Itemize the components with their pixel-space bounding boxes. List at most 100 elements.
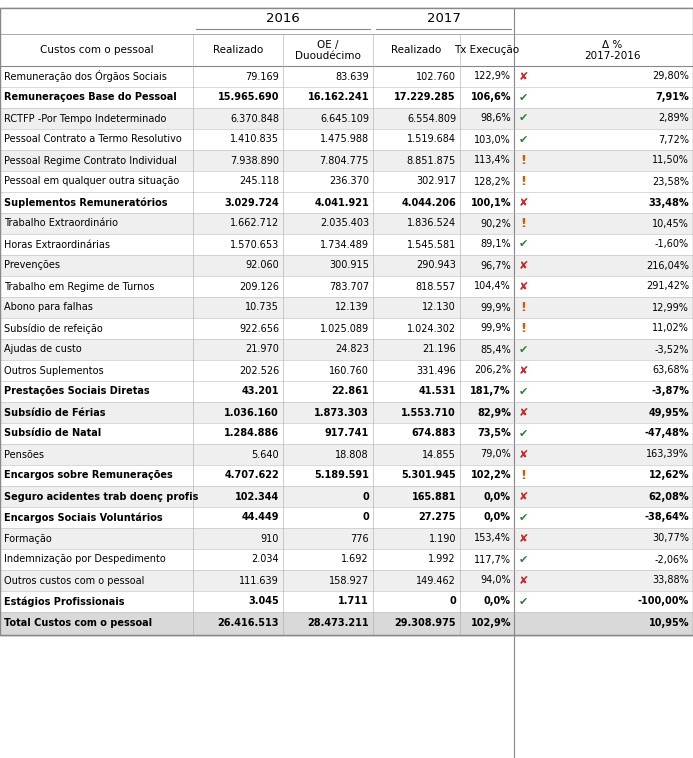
Text: 2,89%: 2,89% bbox=[658, 114, 689, 124]
Text: ✔: ✔ bbox=[518, 240, 527, 249]
Text: 2.034: 2.034 bbox=[252, 555, 279, 565]
Bar bbox=[0, 87, 693, 108]
Text: 49,95%: 49,95% bbox=[649, 408, 689, 418]
Text: 1.836.524: 1.836.524 bbox=[407, 218, 456, 228]
Text: 106,6%: 106,6% bbox=[471, 92, 511, 102]
Text: 17.229.285: 17.229.285 bbox=[394, 92, 456, 102]
Bar bbox=[0, 108, 693, 129]
Text: 290.943: 290.943 bbox=[416, 261, 456, 271]
Text: 29.308.975: 29.308.975 bbox=[394, 619, 456, 628]
Text: !: ! bbox=[520, 322, 526, 335]
Text: 1.519.684: 1.519.684 bbox=[407, 134, 456, 145]
Bar bbox=[0, 8, 693, 635]
Text: ✘: ✘ bbox=[518, 408, 527, 418]
Text: 0,0%: 0,0% bbox=[484, 491, 511, 502]
Text: -38,64%: -38,64% bbox=[644, 512, 689, 522]
Text: 5.640: 5.640 bbox=[252, 449, 279, 459]
Text: 1.475.988: 1.475.988 bbox=[320, 134, 369, 145]
Text: ✔: ✔ bbox=[518, 597, 527, 606]
Bar bbox=[0, 570, 693, 591]
Text: 90,2%: 90,2% bbox=[480, 218, 511, 228]
Text: 21.196: 21.196 bbox=[422, 344, 456, 355]
Text: 104,4%: 104,4% bbox=[474, 281, 511, 292]
Text: 128,2%: 128,2% bbox=[474, 177, 511, 186]
Text: 2017: 2017 bbox=[427, 12, 460, 26]
Bar bbox=[0, 486, 693, 507]
Text: Pessoal Regime Contrato Individual: Pessoal Regime Contrato Individual bbox=[4, 155, 177, 165]
Text: 1.024.302: 1.024.302 bbox=[407, 324, 456, 334]
Bar bbox=[0, 129, 693, 150]
Text: 4.707.622: 4.707.622 bbox=[225, 471, 279, 481]
Text: 776: 776 bbox=[351, 534, 369, 543]
Text: 73,5%: 73,5% bbox=[477, 428, 511, 438]
Text: 1.284.886: 1.284.886 bbox=[224, 428, 279, 438]
Text: 99,9%: 99,9% bbox=[480, 302, 511, 312]
Text: Realizado: Realizado bbox=[392, 45, 441, 55]
Text: Trabalho em Regime de Turnos: Trabalho em Regime de Turnos bbox=[4, 281, 155, 292]
Bar bbox=[0, 423, 693, 444]
Text: 1.545.581: 1.545.581 bbox=[407, 240, 456, 249]
Text: 1.873.303: 1.873.303 bbox=[314, 408, 369, 418]
Text: Outros Suplementos: Outros Suplementos bbox=[4, 365, 104, 375]
Text: 83.639: 83.639 bbox=[335, 71, 369, 82]
Text: Total Custos com o pessoal: Total Custos com o pessoal bbox=[4, 619, 152, 628]
Text: 1.036.160: 1.036.160 bbox=[225, 408, 279, 418]
Text: 910: 910 bbox=[261, 534, 279, 543]
Text: 10,95%: 10,95% bbox=[649, 619, 689, 628]
Text: 18.808: 18.808 bbox=[335, 449, 369, 459]
Text: 1.190: 1.190 bbox=[428, 534, 456, 543]
Text: 6.645.109: 6.645.109 bbox=[320, 114, 369, 124]
Text: !: ! bbox=[520, 217, 526, 230]
Text: 2.035.403: 2.035.403 bbox=[320, 218, 369, 228]
Text: 1.025.089: 1.025.089 bbox=[320, 324, 369, 334]
Text: 33,48%: 33,48% bbox=[649, 198, 689, 208]
Text: 331.496: 331.496 bbox=[416, 365, 456, 375]
Text: ✔: ✔ bbox=[518, 555, 527, 565]
Text: Subsídio de Natal: Subsídio de Natal bbox=[4, 428, 101, 438]
Text: Duoudécimo: Duoudécimo bbox=[295, 51, 361, 61]
Text: 236.370: 236.370 bbox=[329, 177, 369, 186]
Text: Encargos sobre Remunerações: Encargos sobre Remunerações bbox=[4, 471, 173, 481]
Text: 41.531: 41.531 bbox=[419, 387, 456, 396]
Bar bbox=[0, 339, 693, 360]
Text: Estágios Profissionais: Estágios Profissionais bbox=[4, 597, 125, 606]
Bar bbox=[0, 150, 693, 171]
Text: -3,87%: -3,87% bbox=[651, 387, 689, 396]
Text: 922.656: 922.656 bbox=[239, 324, 279, 334]
Text: 89,1%: 89,1% bbox=[480, 240, 511, 249]
Bar bbox=[0, 276, 693, 297]
Text: Subsídio de Férias: Subsídio de Férias bbox=[4, 408, 105, 418]
Text: 102.760: 102.760 bbox=[416, 71, 456, 82]
Text: 24.823: 24.823 bbox=[335, 344, 369, 355]
Text: ✔: ✔ bbox=[518, 134, 527, 145]
Text: 44.449: 44.449 bbox=[241, 512, 279, 522]
Text: 92.060: 92.060 bbox=[245, 261, 279, 271]
Text: 1.692: 1.692 bbox=[342, 555, 369, 565]
Text: 818.557: 818.557 bbox=[416, 281, 456, 292]
Text: 15.965.690: 15.965.690 bbox=[218, 92, 279, 102]
Text: 102,2%: 102,2% bbox=[471, 471, 511, 481]
Text: Ajudas de custo: Ajudas de custo bbox=[4, 344, 82, 355]
Text: ✘: ✘ bbox=[518, 491, 527, 502]
Text: 113,4%: 113,4% bbox=[474, 155, 511, 165]
Text: 1.662.712: 1.662.712 bbox=[230, 218, 279, 228]
Text: 96,7%: 96,7% bbox=[480, 261, 511, 271]
Text: 291,42%: 291,42% bbox=[646, 281, 689, 292]
Text: 102,9%: 102,9% bbox=[471, 619, 511, 628]
Text: 0: 0 bbox=[362, 512, 369, 522]
Text: ✔: ✔ bbox=[518, 344, 527, 355]
Text: ✘: ✘ bbox=[518, 71, 527, 82]
Text: 163,39%: 163,39% bbox=[646, 449, 689, 459]
Text: 79,0%: 79,0% bbox=[480, 449, 511, 459]
Bar bbox=[0, 444, 693, 465]
Text: 2017-2016: 2017-2016 bbox=[584, 51, 641, 61]
Text: !: ! bbox=[520, 175, 526, 188]
Bar bbox=[0, 381, 693, 402]
Text: 1.570.653: 1.570.653 bbox=[230, 240, 279, 249]
Text: ✘: ✘ bbox=[518, 365, 527, 375]
Text: 158.927: 158.927 bbox=[329, 575, 369, 585]
Text: 7.938.890: 7.938.890 bbox=[230, 155, 279, 165]
Bar bbox=[0, 507, 693, 528]
Text: Seguro acidentes trab doenç profis: Seguro acidentes trab doenç profis bbox=[4, 491, 198, 502]
Text: 12,62%: 12,62% bbox=[649, 471, 689, 481]
